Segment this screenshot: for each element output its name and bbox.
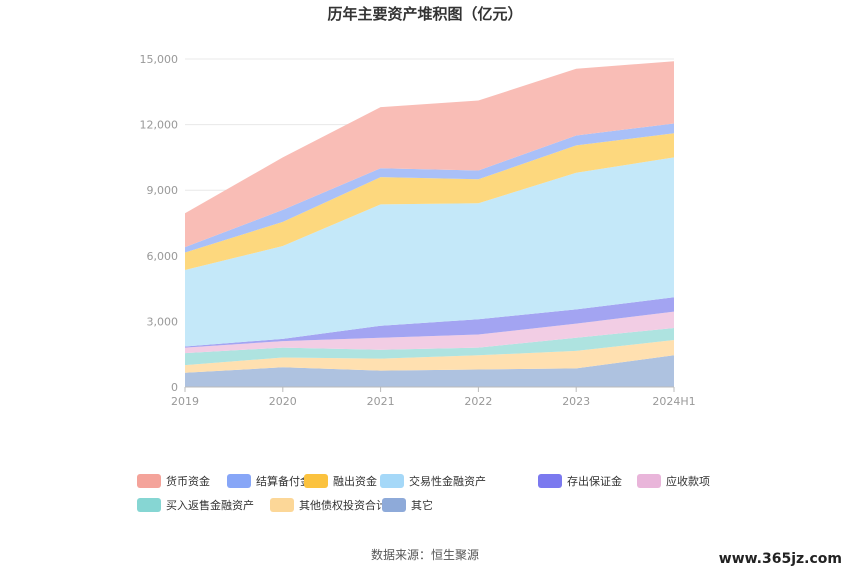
legend-item[interactable]: 结算备付金 [227, 474, 311, 488]
x-tick-label: 2023 [562, 395, 590, 408]
y-tick-label: 0 [171, 381, 178, 394]
area-series[interactable] [185, 133, 674, 270]
legend-label: 结算备付金 [256, 474, 311, 488]
area-series[interactable] [185, 297, 674, 348]
y-tick-label: 6,000 [147, 250, 179, 263]
area-series[interactable] [185, 328, 674, 366]
legend-label: 其他债权投资合计 [299, 498, 387, 512]
legend-swatch [382, 498, 406, 512]
legend-item[interactable]: 存出保证金 [538, 474, 622, 488]
area-series[interactable] [185, 311, 674, 354]
x-axis: 2019 2020 2021 2022 2023 2024H1 [171, 386, 696, 408]
legend-swatch [137, 498, 161, 512]
legend-item[interactable]: 融出资金 [304, 474, 377, 488]
legend-swatch [270, 498, 294, 512]
area-series[interactable] [185, 61, 674, 248]
legend-label: 存出保证金 [567, 474, 622, 488]
legend-label: 其它 [411, 498, 433, 512]
legend-swatch [304, 474, 328, 488]
x-tick-label: 2019 [171, 395, 199, 408]
source-note: 数据来源：恒生聚源 [371, 547, 479, 562]
x-tick-label: 2021 [367, 395, 395, 408]
legend-swatch [637, 474, 661, 488]
legend-item[interactable]: 其它 [382, 498, 433, 512]
y-tick-label: 12,000 [140, 119, 179, 132]
x-tick-label: 2020 [269, 395, 297, 408]
area-series[interactable] [185, 355, 674, 387]
legend-label: 融出资金 [333, 474, 377, 488]
watermark: www.365jz.com [719, 551, 842, 567]
area-series[interactable] [185, 157, 674, 347]
legend-item[interactable]: 买入返售金融资产 [137, 498, 254, 512]
legend-swatch [137, 474, 161, 488]
y-tick-label: 3,000 [147, 315, 179, 328]
legend-swatch [538, 474, 562, 488]
y-tick-label: 9,000 [147, 184, 179, 197]
area-series-group [185, 61, 674, 387]
x-tick-label: 2022 [464, 395, 492, 408]
legend-item[interactable]: 应收款项 [637, 474, 710, 488]
x-tick-label: 2024H1 [652, 395, 695, 408]
chart-title: 历年主要资产堆积图（亿元） [327, 5, 522, 23]
area-series[interactable] [185, 340, 674, 373]
legend-item[interactable]: 货币资金 [137, 474, 210, 488]
legend-item[interactable]: 其他债权投资合计 [270, 498, 387, 512]
legend-swatch [380, 474, 404, 488]
y-axis-ticks: 0 3,000 6,000 9,000 12,000 15,000 [140, 53, 179, 394]
area-series[interactable] [185, 123, 674, 253]
legend-label: 买入返售金融资产 [166, 498, 254, 512]
legend-label: 应收款项 [666, 474, 710, 488]
legend-swatch [227, 474, 251, 488]
legend-item[interactable]: 交易性金融资产 [380, 474, 486, 488]
legend-label: 货币资金 [166, 474, 210, 488]
legend-label: 交易性金融资产 [409, 474, 486, 488]
y-tick-label: 15,000 [140, 53, 179, 66]
